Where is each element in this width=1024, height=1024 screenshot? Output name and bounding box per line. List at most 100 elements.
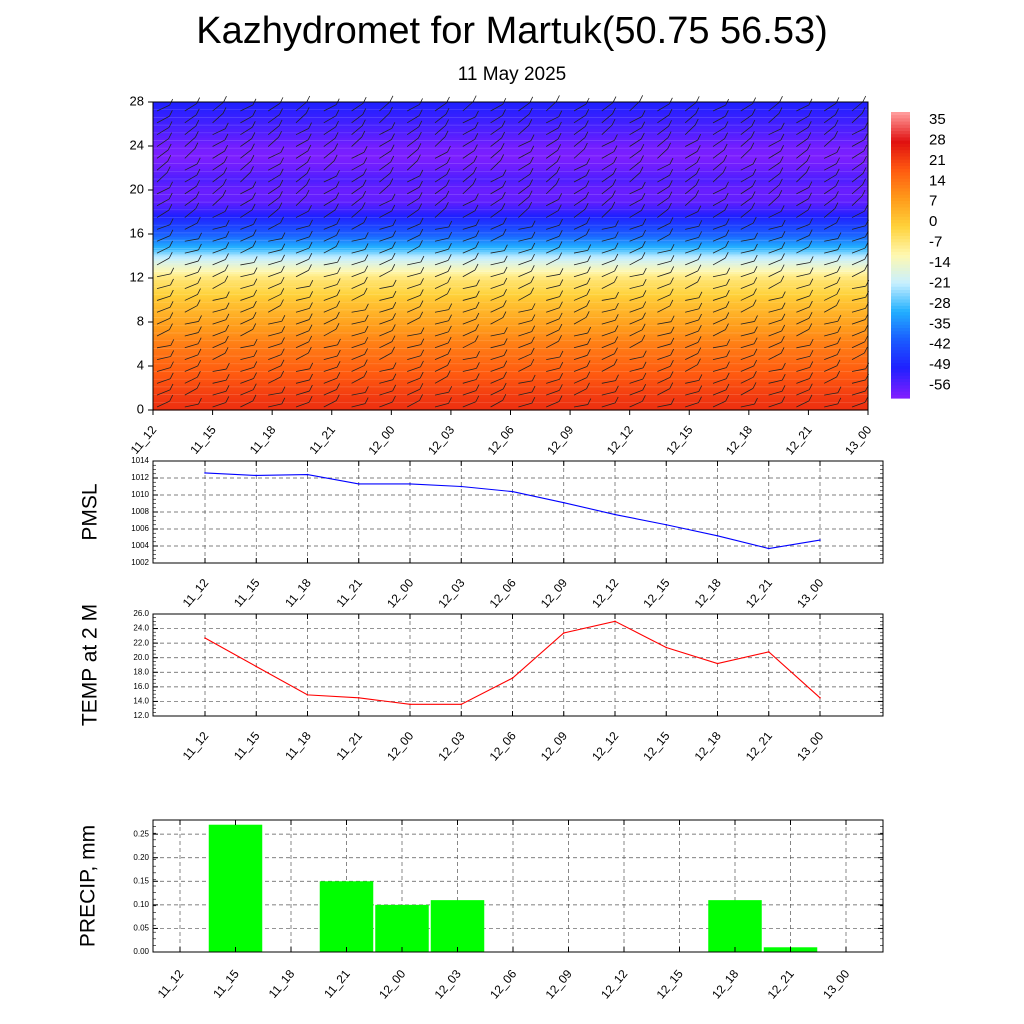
wind-barb	[712, 104, 726, 112]
wind-barb	[295, 161, 308, 171]
wind-barb	[268, 152, 282, 159]
wind-barb	[351, 136, 363, 147]
x-tick-label: 13_00	[794, 576, 826, 611]
wind-barb	[712, 389, 727, 396]
wind-barb	[629, 198, 643, 207]
wind-barb	[629, 307, 643, 313]
wind-barb	[601, 319, 616, 325]
wind-barb	[268, 222, 281, 230]
wind-barb-flag	[726, 350, 730, 357]
wind-barb	[323, 186, 337, 195]
wind-barb-flag	[781, 302, 786, 309]
wind-barb	[657, 234, 670, 242]
wind-barb	[407, 223, 421, 230]
wind-barb-flag	[417, 143, 422, 150]
wind-barb-flag	[336, 217, 341, 225]
colorbar-label: 28	[929, 131, 946, 148]
wind-barb	[156, 149, 169, 159]
wind-barb-flag	[420, 266, 425, 274]
wind-barb	[351, 309, 366, 313]
wind-barb	[824, 365, 838, 372]
heatmap-band	[153, 238, 868, 242]
wind-barb-flag	[253, 361, 258, 368]
wind-barb	[267, 114, 280, 124]
wind-barb-flag	[834, 202, 839, 209]
wind-barb-flag	[504, 244, 508, 251]
wind-barb	[379, 352, 392, 360]
wind-barb-flag	[614, 347, 618, 354]
wind-barb	[267, 103, 281, 112]
wind-barb	[518, 391, 533, 396]
wind-barb	[740, 185, 753, 195]
wind-barb	[184, 403, 199, 408]
heatmap-band	[153, 231, 868, 235]
wind-barb-flag	[420, 327, 425, 334]
colorbar-swatch	[891, 137, 910, 142]
wind-barb	[490, 209, 503, 218]
wind-barb-flag	[306, 178, 310, 185]
wind-barb-flag	[447, 145, 451, 153]
wind-barb	[740, 343, 755, 349]
heatmap-band	[153, 229, 868, 233]
wind-barb	[824, 249, 838, 254]
wind-barb-flag	[335, 203, 339, 210]
wind-barb-flag	[642, 312, 646, 319]
wind-barb	[796, 198, 809, 207]
heatmap-band	[153, 405, 868, 409]
wind-barb	[212, 319, 227, 325]
wind-barb	[796, 317, 810, 325]
wind-barb-flag	[475, 324, 479, 331]
wind-barb-flag	[809, 218, 813, 225]
wind-barb-flag	[392, 302, 397, 309]
wind-barb-flag	[559, 290, 564, 297]
wind-barb	[407, 234, 420, 242]
wind-barb-flag	[364, 314, 369, 322]
wind-barb-flag	[280, 157, 284, 164]
heatmap-band	[153, 377, 868, 380]
wind-barb-flag	[808, 383, 813, 390]
wind-barb-flag	[225, 291, 230, 298]
wind-barb-flag	[168, 203, 173, 211]
wind-barb-flag	[781, 219, 786, 227]
wind-barb-flag	[280, 265, 285, 273]
wind-barb-flag	[197, 254, 202, 262]
wind-barb	[490, 377, 504, 384]
heatmap-band	[153, 190, 868, 193]
heatmap-band	[153, 128, 868, 132]
wind-barb	[712, 160, 724, 171]
wind-barb	[156, 306, 171, 313]
wind-barb	[629, 273, 644, 278]
wind-barb	[796, 172, 807, 183]
colorbar-swatch	[891, 143, 910, 148]
wind-barb-flag	[863, 133, 868, 140]
wind-barb	[518, 380, 533, 384]
heatmap-band	[153, 253, 868, 257]
wind-barb	[796, 355, 811, 361]
wind-barb	[462, 150, 475, 159]
wind-barb-flag	[809, 278, 814, 285]
wind-barb	[212, 379, 227, 384]
wind-barb-flag	[669, 169, 674, 176]
wind-barb	[462, 236, 477, 242]
colorbar-swatch	[891, 185, 910, 189]
wind-barb-flag	[556, 155, 561, 162]
heatmap-band	[153, 124, 868, 127]
wind-barb	[712, 356, 727, 361]
wind-barb	[629, 172, 641, 183]
wind-barb-flag	[389, 106, 393, 114]
wind-barb-flag	[252, 383, 257, 390]
wind-barb-flag	[531, 385, 536, 393]
wind-barb	[657, 343, 671, 349]
colorbar-swatch	[891, 210, 910, 215]
wind-barb	[323, 344, 338, 349]
wind-barb-flag	[726, 361, 730, 368]
wind-barb-flag	[224, 347, 229, 354]
wind-barb	[851, 319, 866, 325]
wind-barb	[434, 391, 449, 396]
wind-barb	[768, 352, 782, 360]
wind-barb	[268, 392, 283, 396]
wind-barb	[295, 139, 309, 147]
heatmap-band	[153, 357, 868, 360]
x-tick-label: 12_21	[765, 967, 797, 1002]
wind-barb-flag	[639, 166, 644, 173]
